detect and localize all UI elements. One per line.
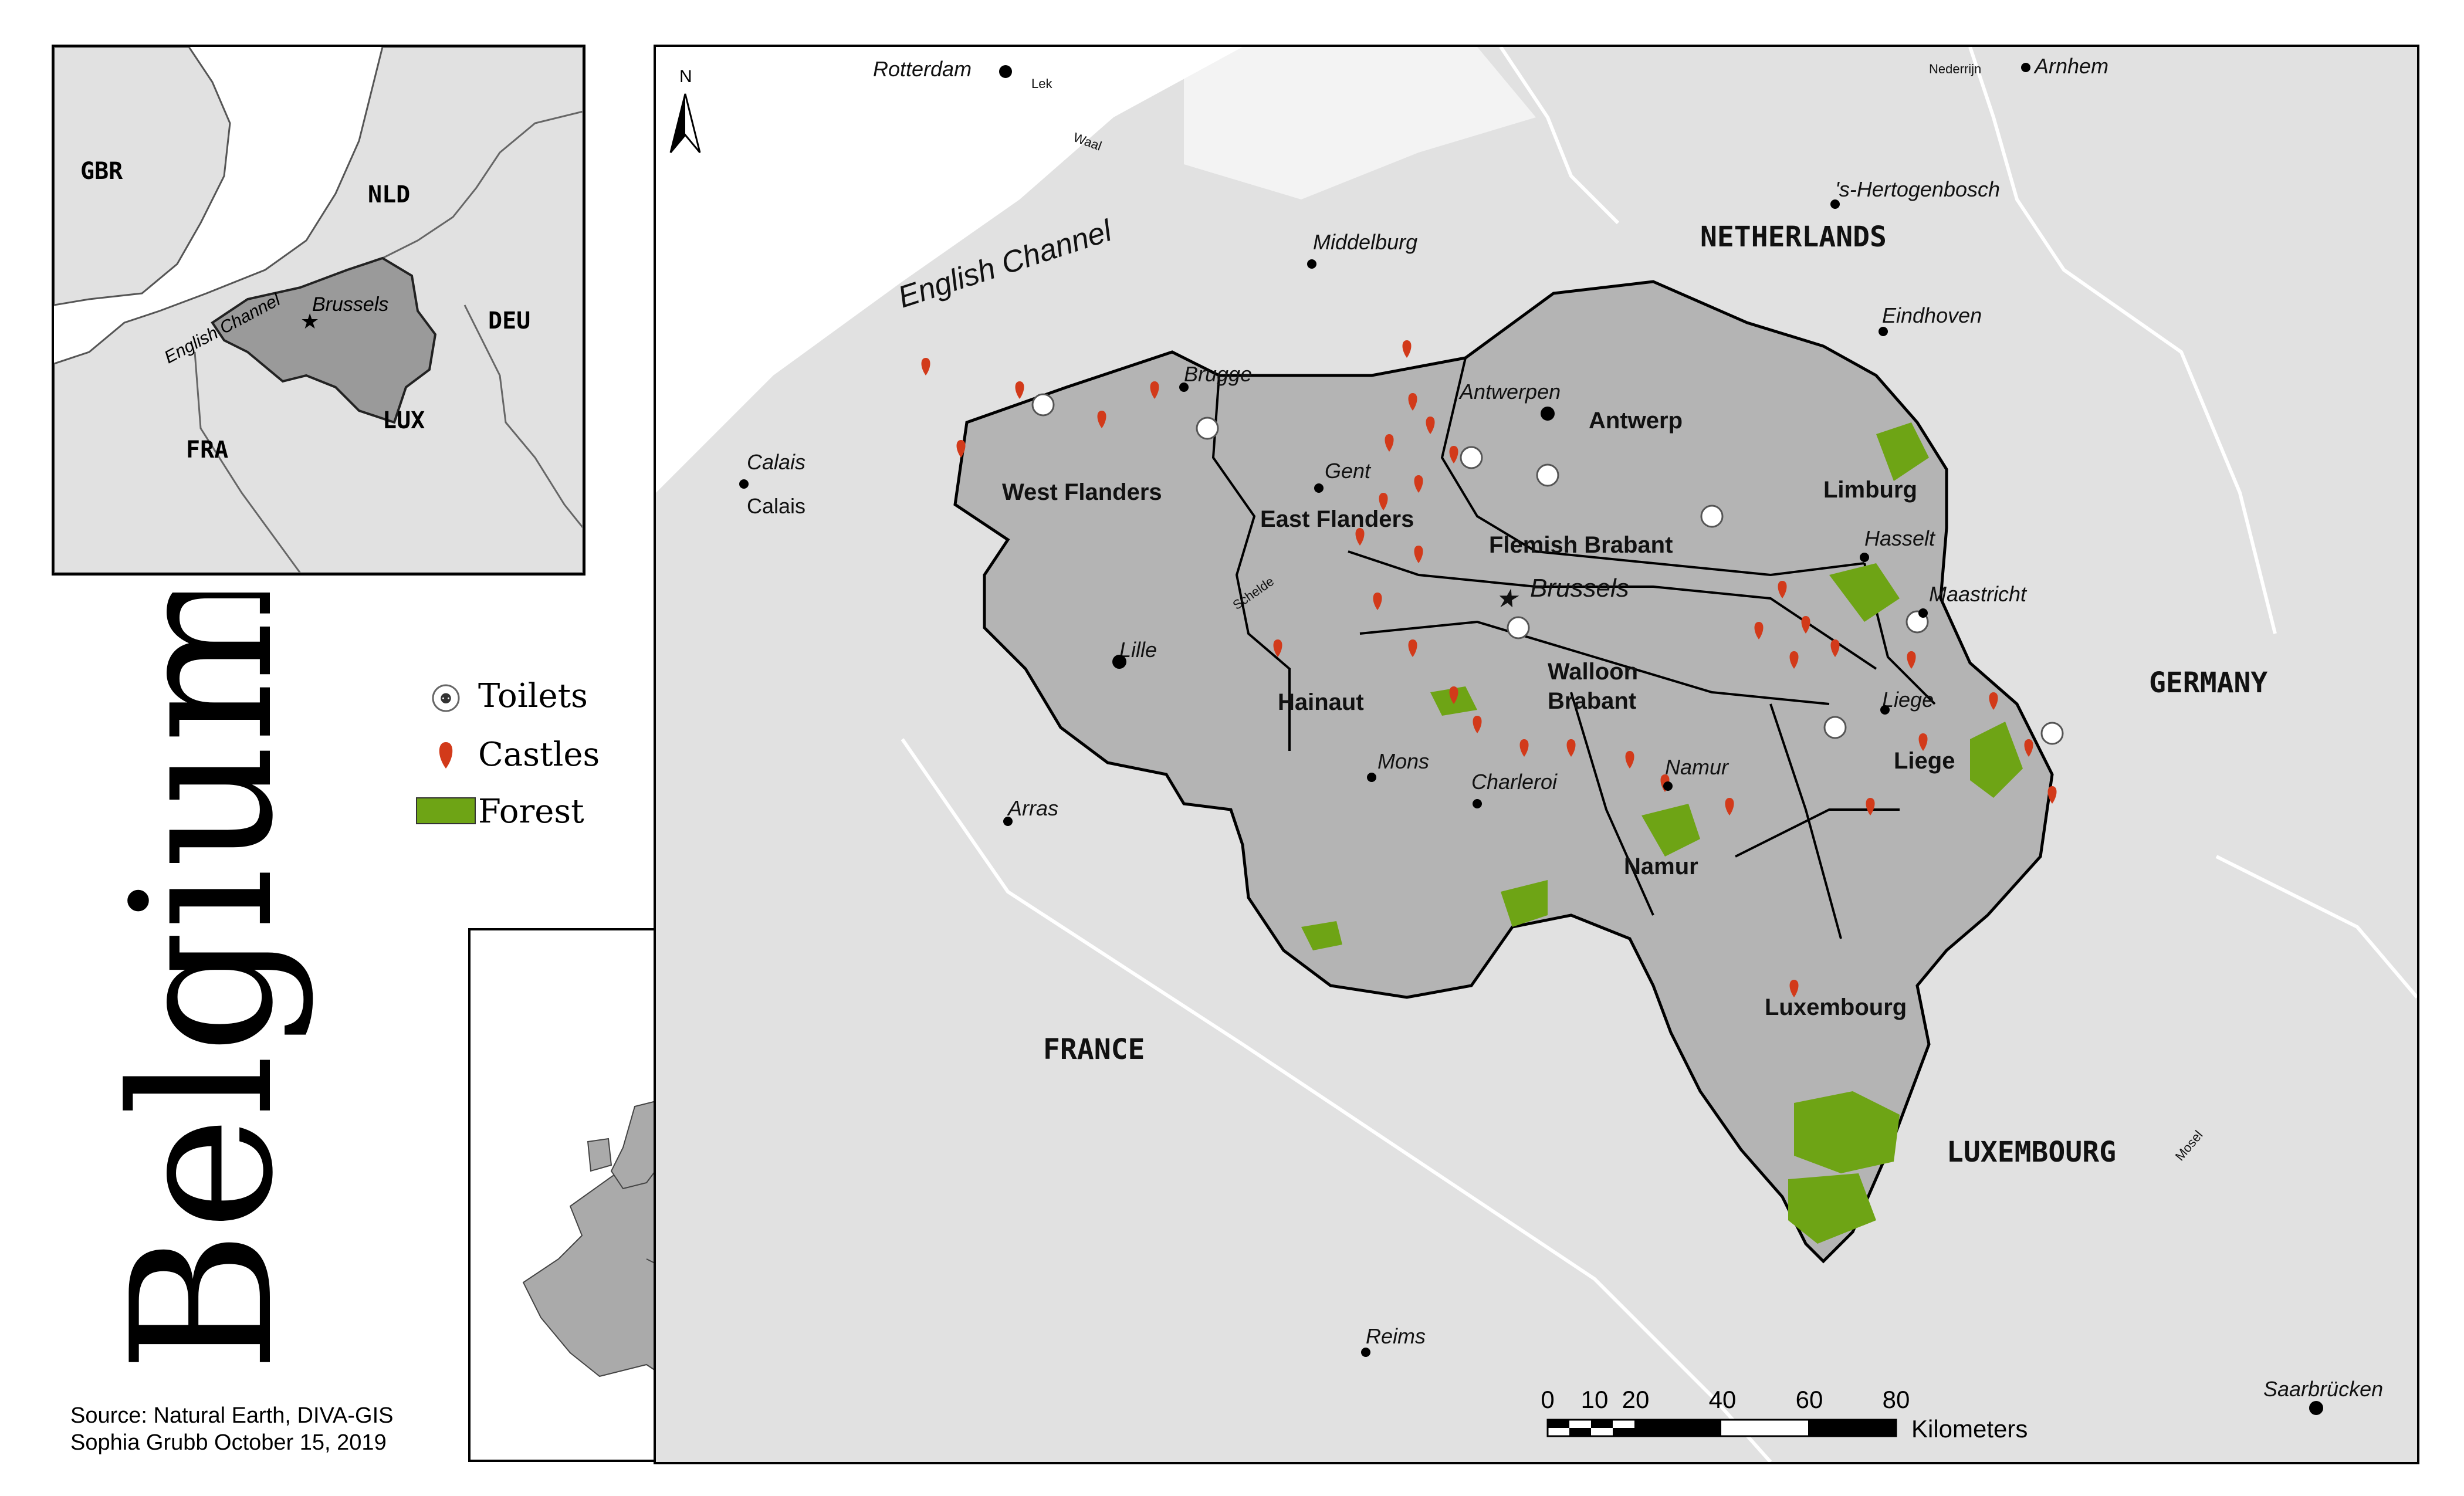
zeeland-water <box>1184 47 1536 199</box>
inset-map-benelux: English Channel Brussels ★ GBR NLD DEU F… <box>52 45 585 576</box>
label-city-arnhem: Arnhem <box>2033 54 2108 78</box>
label-river-nederrijn: Nederrijn <box>1929 62 1981 76</box>
brussels-capital-star-icon: ★ <box>1495 584 1519 613</box>
scale-tick-80: 80 <box>1883 1386 1910 1413</box>
legend-label-castles: Castles <box>478 736 600 774</box>
legend-label-toilets: Toilets <box>478 677 588 715</box>
label-province-east-flanders: East Flanders <box>1260 506 1414 532</box>
europe-ireland <box>587 1138 612 1172</box>
sea-water <box>656 47 1243 493</box>
forest-swatch <box>416 797 476 824</box>
label-city-hertogenbosch: 's-Hertogenbosch <box>1835 177 2000 201</box>
inset-benelux-svg: English Channel Brussels ★ GBR NLD DEU F… <box>54 47 583 573</box>
label-province-west-flanders: West Flanders <box>1002 479 1162 505</box>
label-province-walloon: Walloon <box>1548 659 1638 685</box>
legend-label-forest: Forest <box>478 793 584 831</box>
inset-country-deu: DEU <box>488 307 530 334</box>
label-city-maastricht: Maastricht <box>1929 582 2028 606</box>
castle-markers <box>921 340 2057 997</box>
legend-item-toilets: ⚉ Toilets <box>432 677 588 715</box>
label-city-namur: Namur <box>1665 755 1729 779</box>
north-arrow: N <box>669 67 701 153</box>
label-city-reims: Reims <box>1366 1324 1426 1348</box>
inset-capital-label: Brussels <box>312 293 388 316</box>
label-city-eindhoven: Eindhoven <box>1882 303 1982 327</box>
inset-country-fra: FRA <box>186 436 228 463</box>
legend-item-forest: Forest <box>416 793 584 831</box>
label-province-hainaut: Hainaut <box>1278 689 1364 715</box>
label-city-brugge: Brugge <box>1184 362 1252 386</box>
inset-country-lux: LUX <box>383 407 425 434</box>
label-city-mons: Mons <box>1377 749 1429 773</box>
inset-belgium-shape <box>211 256 437 424</box>
label-country-luxembourg: LUXEMBOURG <box>1947 1136 2116 1169</box>
main-map: N English Channel NETHERLANDS GERMANY FR… <box>654 45 2419 1464</box>
label-city-middelburg: Middelburg <box>1313 230 1417 254</box>
label-province-antwerp: Antwerp <box>1589 408 1683 434</box>
label-city-calais-2: Calais <box>747 494 805 518</box>
inset-country-gbr: GBR <box>80 158 123 185</box>
label-city-saarbrucken: Saarbrücken <box>2263 1377 2383 1401</box>
castle-marker-icon <box>439 742 453 769</box>
label-city-rotterdam: Rotterdam <box>873 57 972 81</box>
label-city-lille: Lille <box>1119 638 1157 662</box>
credits-author: Sophia Grubb October 15, 2019 <box>70 1430 387 1455</box>
label-city-gent: Gent <box>1325 459 1372 483</box>
belgium-shape <box>953 280 2054 1264</box>
scale-tick-40: 40 <box>1709 1386 1737 1413</box>
north-label: N <box>679 67 692 86</box>
label-province-liege: Liege <box>1894 748 1955 774</box>
inset-capital-star-icon: ★ <box>300 309 319 333</box>
province-labels: West Flanders East Flanders Antwerp Limb… <box>1002 408 1955 1020</box>
svg-text:⚉: ⚉ <box>439 691 452 707</box>
scale-tick-60: 60 <box>1796 1386 1823 1413</box>
credits: Source: Natural Earth, DIVA-GIS Sophia G… <box>70 1402 394 1456</box>
label-province-namur: Namur <box>1624 854 1698 879</box>
inset-country-nld: NLD <box>368 181 410 208</box>
scale-tick-20: 20 <box>1622 1386 1650 1413</box>
city-labels: Rotterdam Arnhem 's-Hertogenbosch Middel… <box>739 54 2383 1415</box>
label-city-hasselt: Hasselt <box>1864 526 1936 550</box>
main-map-svg: N English Channel NETHERLANDS GERMANY FR… <box>656 47 2417 1462</box>
legend: ⚉ Toilets Castles Forest <box>405 675 651 851</box>
inset-gbr-land <box>54 47 231 306</box>
label-province-luxembourg: Luxembourg <box>1765 994 1907 1020</box>
forest-patches <box>1301 422 2023 1244</box>
label-province-limburg: Limburg <box>1823 477 1917 503</box>
label-province-brabant: Brabant <box>1548 688 1636 714</box>
label-country-netherlands: NETHERLANDS <box>1700 221 1887 253</box>
scale-tick-0: 0 <box>1541 1386 1554 1413</box>
toilet-icon <box>432 684 460 712</box>
legend-item-castles: Castles <box>439 736 600 774</box>
scale-tick-10: 10 <box>1581 1386 1609 1413</box>
scale-bar: 0 10 20 40 60 80 Kilometers <box>1541 1386 2028 1443</box>
label-river-lek: Lek <box>1031 76 1052 91</box>
label-province-flemish-brabant: Flemish Brabant <box>1489 532 1673 558</box>
label-city-antwerpen: Antwerpen <box>1458 380 1561 404</box>
label-city-charleroi: Charleroi <box>1471 770 1558 794</box>
scale-unit: Kilometers <box>1911 1415 2028 1443</box>
credits-source: Source: Natural Earth, DIVA-GIS <box>70 1403 394 1428</box>
label-city-calais-1: Calais <box>747 450 805 474</box>
label-city-liege: Liege <box>1882 688 1934 712</box>
label-country-france: FRANCE <box>1043 1033 1145 1066</box>
toilet-markers <box>1031 393 2064 745</box>
label-country-germany: GERMANY <box>2149 666 2267 699</box>
map-title-text: Belgium <box>90 593 316 1373</box>
label-city-arras: Arras <box>1007 796 1058 820</box>
label-city-brussels: Brussels <box>1530 574 1629 603</box>
map-title: Belgium <box>23 593 329 1414</box>
